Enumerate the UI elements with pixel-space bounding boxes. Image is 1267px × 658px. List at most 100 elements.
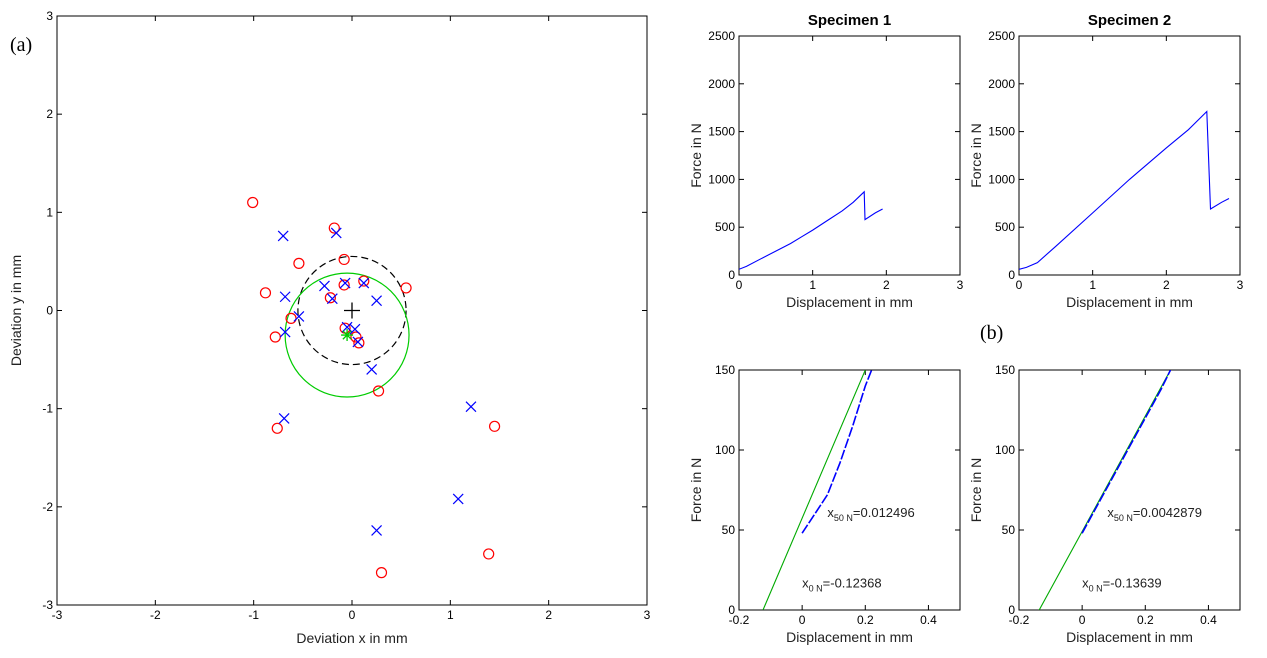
series-line bbox=[1038, 370, 1171, 610]
cross-point bbox=[358, 277, 370, 289]
annotation-value: =0.0042879 bbox=[1133, 505, 1202, 520]
annotation-label: x0 N=-0.12368 bbox=[802, 576, 881, 594]
cross-point bbox=[352, 336, 364, 348]
x-tick-label: -0.2 bbox=[729, 613, 750, 627]
annotation-label: x50 N=0.0042879 bbox=[1107, 505, 1202, 523]
circle-point bbox=[358, 275, 370, 287]
y-tick-label: 0 bbox=[1008, 268, 1015, 282]
annotation-label: x0 N=-0.13639 bbox=[1082, 576, 1161, 594]
y-tick-label: 1000 bbox=[708, 172, 735, 186]
circle-point bbox=[328, 222, 340, 234]
circle-point bbox=[353, 337, 365, 349]
y-tick-label: 0 bbox=[1008, 603, 1015, 617]
circle-point bbox=[271, 422, 283, 434]
y-tick-label: 2000 bbox=[708, 77, 735, 91]
annotation-base: x bbox=[1082, 576, 1089, 591]
y-tick-label: 3 bbox=[46, 9, 53, 23]
circle-point bbox=[372, 385, 385, 397]
mean-star-marker bbox=[341, 329, 354, 342]
circle-point bbox=[285, 312, 297, 324]
circle-point bbox=[350, 331, 362, 343]
y-tick-label: 50 bbox=[1002, 523, 1016, 537]
y-tick-label: -1 bbox=[42, 402, 53, 416]
annotation-label: x50 N=0.012496 bbox=[827, 505, 914, 523]
circle-point bbox=[338, 253, 350, 266]
chart-deviation: -3 -2 -1 0 1 2 3 -3 -2 -1 0 1 2 3 Deviation x in mm Dev… bbox=[8, 9, 651, 646]
circle-point bbox=[375, 567, 388, 579]
panel-a-label: (a) bbox=[10, 34, 32, 56]
circle-point bbox=[324, 292, 336, 304]
y-tick-label: 1500 bbox=[708, 125, 735, 139]
fit-circle bbox=[284, 272, 410, 398]
circle-point bbox=[293, 257, 305, 269]
annotation-value: =0.012496 bbox=[853, 505, 915, 520]
x-tick-label: -3 bbox=[52, 608, 63, 622]
x-tick-label: -0.2 bbox=[1009, 613, 1030, 627]
y-tick-label: 2500 bbox=[988, 29, 1015, 43]
circle-point bbox=[247, 196, 259, 209]
cross-point bbox=[319, 280, 330, 292]
x-tick-label: 0 bbox=[349, 608, 356, 622]
series-line bbox=[762, 370, 866, 610]
y-tick-label: 150 bbox=[995, 363, 1015, 377]
plot-area bbox=[762, 370, 873, 610]
annotation-subscript: 50 N bbox=[834, 513, 853, 523]
cross-point bbox=[465, 401, 477, 413]
y-axis-label: Deviation y in mm bbox=[8, 255, 24, 366]
x-tick-label: 3 bbox=[644, 608, 651, 622]
y-tick-label: 50 bbox=[722, 523, 736, 537]
cross-point bbox=[330, 227, 342, 239]
plot-frame bbox=[1018, 369, 1241, 611]
chart-title: Specimen 2 bbox=[1088, 12, 1171, 29]
measured-curve bbox=[1081, 370, 1172, 534]
y-tick-label: 500 bbox=[715, 220, 735, 234]
circle-point bbox=[483, 548, 495, 560]
annotation-value: =-0.12368 bbox=[823, 576, 882, 591]
y-tick-label: 500 bbox=[995, 220, 1015, 234]
cross-point bbox=[339, 277, 351, 289]
y-tick-label: 150 bbox=[715, 363, 735, 377]
y-tick-label: 2000 bbox=[988, 77, 1015, 91]
annotation-base: x bbox=[827, 505, 834, 520]
cross-point bbox=[278, 413, 290, 424]
y-tick-label: 1 bbox=[46, 205, 53, 219]
annotation-subscript: 0 N bbox=[809, 584, 823, 594]
x-tick-label: 0.4 bbox=[1200, 613, 1217, 627]
x-tick-label: 0.2 bbox=[857, 613, 874, 627]
y-tick-label: -3 bbox=[42, 598, 53, 612]
x-axis-label: Displacement in mm bbox=[786, 294, 913, 310]
y-tick-label: 1500 bbox=[988, 125, 1015, 139]
panel-b-label: (b) bbox=[980, 322, 1003, 344]
circle-point bbox=[400, 282, 412, 294]
annotation-subscript: 50 N bbox=[1114, 513, 1133, 523]
annotation-base: x bbox=[802, 576, 809, 591]
x-tick-label: 2 bbox=[883, 278, 890, 292]
x-tick-label: 1 bbox=[447, 608, 454, 622]
cross-point bbox=[371, 524, 383, 536]
chart-title: Specimen 1 bbox=[808, 12, 891, 29]
y-tick-label: 100 bbox=[715, 443, 735, 457]
x-tick-label: 1 bbox=[809, 278, 816, 292]
plot-frame bbox=[1018, 35, 1241, 276]
y-axis-label: Force in N bbox=[968, 458, 984, 523]
chart-spec2-full: 0 1 2 3 0 500 1000 1500 2000 2500 Displacement in … bbox=[968, 12, 1244, 310]
cross-point bbox=[349, 323, 361, 335]
chart-spec1-full: 0 1 2 3 0 500 1000 1500 2000 2500 Displacement in … bbox=[688, 12, 964, 310]
y-tick-label: 2 bbox=[46, 107, 53, 121]
cross-point bbox=[277, 230, 289, 242]
plot-area bbox=[739, 190, 883, 270]
series-line bbox=[1019, 110, 1230, 270]
annotation-value: =-0.13639 bbox=[1103, 576, 1162, 591]
plot-frame bbox=[738, 369, 961, 611]
x-tick-label: -1 bbox=[248, 608, 259, 622]
cross-point bbox=[279, 326, 291, 338]
x-tick-label: 0 bbox=[799, 613, 806, 627]
measured-curve bbox=[801, 370, 873, 534]
x-tick-label: 2 bbox=[545, 608, 552, 622]
x-tick-label: 1 bbox=[1089, 278, 1096, 292]
y-tick-label: -2 bbox=[42, 500, 53, 514]
y-tick-label: 0 bbox=[728, 268, 735, 282]
x-axis-label: Displacement in mm bbox=[786, 629, 913, 645]
